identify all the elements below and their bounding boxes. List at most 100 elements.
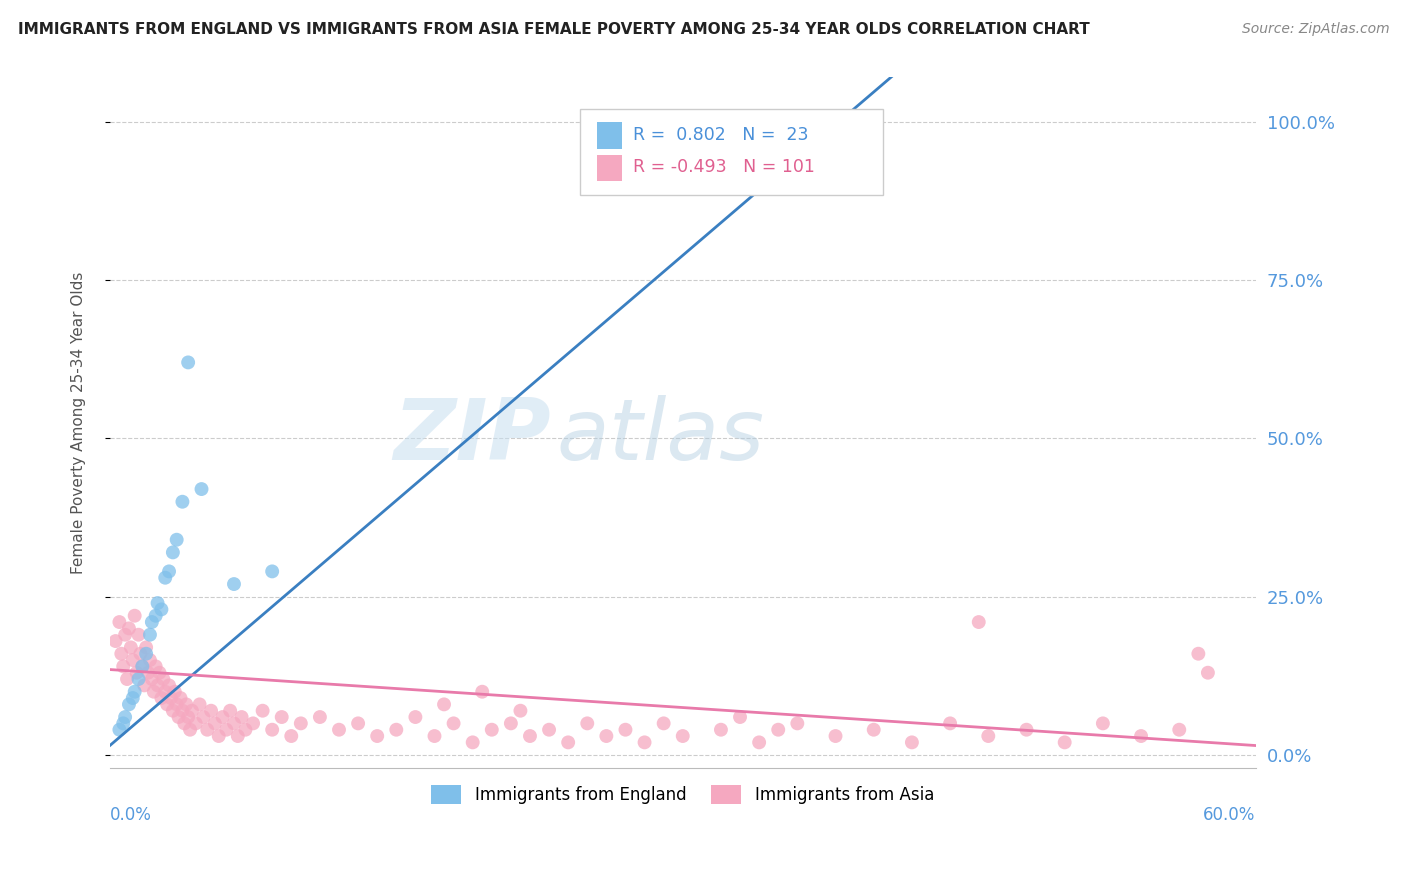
Point (200, 704, 222, 718)
Point (172, 494, 194, 508)
Point (150, 602, 173, 616)
Point (174, 698, 197, 712)
Point (157, 678, 180, 692)
Point (262, 565, 284, 579)
Point (121, 653, 143, 667)
Point (190, 482, 212, 496)
Point (184, 716, 207, 731)
Point (1187, 647, 1209, 661)
Point (423, 729, 446, 743)
Point (309, 710, 332, 724)
Point (824, 729, 846, 743)
Point (1197, 665, 1219, 680)
Text: 0.0%: 0.0% (110, 805, 152, 823)
Point (141, 615, 163, 629)
Point (145, 659, 167, 673)
Point (967, 615, 990, 629)
Point (115, 672, 138, 686)
Point (193, 710, 215, 724)
Point (1091, 716, 1114, 731)
Point (786, 716, 808, 731)
Point (114, 710, 136, 724)
Point (576, 716, 599, 731)
Point (471, 684, 494, 698)
Point (499, 716, 522, 731)
Point (156, 698, 179, 712)
Point (215, 723, 238, 737)
Point (481, 723, 503, 737)
Point (134, 678, 156, 692)
Legend: Immigrants from England, Immigrants from Asia: Immigrants from England, Immigrants from… (425, 779, 941, 811)
Point (139, 628, 162, 642)
Y-axis label: Female Poverty Among 25-34 Year Olds: Female Poverty Among 25-34 Year Olds (72, 271, 86, 574)
Point (728, 710, 751, 724)
Bar (596, 154, 621, 181)
Point (222, 716, 245, 731)
Point (108, 723, 131, 737)
Point (328, 723, 350, 737)
Point (181, 704, 204, 718)
Text: atlas: atlas (557, 395, 765, 478)
Point (509, 704, 531, 718)
Point (901, 735, 924, 749)
Point (366, 729, 388, 743)
Point (211, 710, 233, 724)
Point (108, 615, 131, 629)
Point (208, 729, 231, 743)
Point (124, 684, 146, 698)
Point (1168, 723, 1191, 737)
Point (614, 723, 637, 737)
Point (1130, 729, 1153, 743)
Point (146, 678, 169, 692)
Point (977, 729, 1000, 743)
Point (139, 653, 162, 667)
Point (177, 355, 200, 369)
Point (162, 545, 184, 559)
Point (145, 608, 167, 623)
Bar (596, 122, 621, 149)
Point (114, 628, 136, 642)
Point (939, 716, 962, 731)
Point (433, 698, 456, 712)
Point (169, 691, 191, 706)
Point (157, 565, 180, 579)
Point (179, 723, 201, 737)
Point (1053, 735, 1076, 749)
Point (118, 698, 141, 712)
Point (142, 684, 165, 698)
Point (270, 710, 292, 724)
Text: Source: ZipAtlas.com: Source: ZipAtlas.com (1241, 22, 1389, 37)
Point (173, 716, 195, 731)
Point (195, 723, 218, 737)
Point (135, 640, 157, 655)
Point (226, 729, 249, 743)
Point (768, 723, 790, 737)
Point (150, 691, 173, 706)
Text: R =  0.802   N =  23: R = 0.802 N = 23 (634, 126, 808, 144)
Point (222, 577, 245, 591)
Point (595, 729, 617, 743)
Point (204, 716, 226, 731)
Point (652, 716, 675, 731)
Point (385, 723, 408, 737)
Point (128, 628, 150, 642)
Point (710, 723, 733, 737)
Point (125, 665, 148, 680)
Point (167, 710, 190, 724)
Point (136, 665, 159, 680)
Point (1015, 723, 1038, 737)
Point (172, 704, 194, 718)
Point (155, 571, 177, 585)
Point (141, 672, 163, 686)
Point (146, 596, 169, 610)
Point (290, 716, 312, 731)
Point (112, 716, 135, 731)
Point (347, 716, 370, 731)
Text: ZIP: ZIP (394, 395, 551, 478)
Text: IMMIGRANTS FROM ENGLAND VS IMMIGRANTS FROM ASIA FEMALE POVERTY AMONG 25-34 YEAR : IMMIGRANTS FROM ENGLAND VS IMMIGRANTS FR… (18, 22, 1090, 37)
Point (252, 704, 274, 718)
Point (235, 723, 257, 737)
Point (152, 672, 174, 686)
Point (131, 659, 153, 673)
Point (128, 672, 150, 686)
